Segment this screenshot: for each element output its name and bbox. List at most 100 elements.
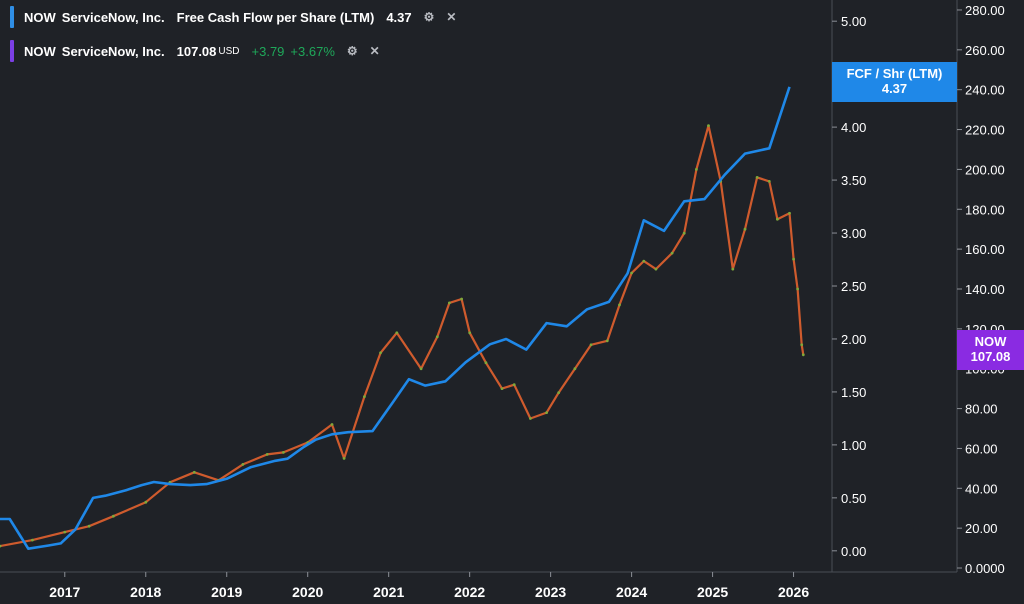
- y-left-tick-label: 2.00: [841, 332, 866, 347]
- price-point: [87, 524, 91, 528]
- y-left-tick-label: 1.50: [841, 385, 866, 400]
- y-right-tick-label: 60.00: [965, 441, 998, 456]
- legend-company: ServiceNow, Inc.: [61, 9, 165, 25]
- price-point: [695, 168, 698, 171]
- price-point: [63, 530, 67, 534]
- price-point: [342, 457, 346, 460]
- price-point: [557, 391, 561, 394]
- y-left-tick-label: 0.50: [841, 491, 866, 506]
- price-point: [330, 423, 334, 426]
- price-point: [545, 411, 548, 414]
- legend-color-bar-price: [10, 40, 14, 62]
- legend-metric: Free Cash Flow per Share (LTM): [176, 9, 375, 25]
- y-left-tick-label: 0.00: [841, 544, 866, 559]
- price-point: [468, 331, 472, 335]
- price-point: [682, 231, 686, 235]
- y-left-tick-label: 1.00: [841, 438, 866, 453]
- y-right-tick-label: 0.0000: [965, 561, 1005, 576]
- price-point: [500, 387, 504, 390]
- price-point: [144, 500, 148, 504]
- price-point: [573, 367, 577, 371]
- x-tick-label: 2020: [292, 584, 323, 600]
- fcf-value-tag: FCF / Shr (LTM) 4.37: [832, 62, 957, 102]
- close-icon[interactable]: ✕: [446, 10, 457, 24]
- x-axis: 2017 2018 2019 2020 2021 2022 2023 2024 2025 2026: [49, 572, 809, 600]
- price-point: [618, 303, 621, 307]
- price-point: [395, 331, 399, 335]
- y-right-tick-label: 180.00: [965, 202, 1005, 217]
- price-point: [282, 451, 285, 454]
- legend-currency: USD: [218, 45, 240, 57]
- legend-ticker: NOW: [24, 9, 56, 25]
- x-tick-label: 2026: [778, 584, 809, 600]
- price-point: [642, 259, 646, 263]
- price-point: [796, 287, 799, 291]
- legend-value: 107.08: [176, 43, 217, 59]
- legend-ticker: NOW: [24, 43, 56, 59]
- price-point: [241, 463, 245, 466]
- legend-row-price[interactable]: NOW ServiceNow, Inc. 107.08 USD +3.79 +3…: [10, 40, 380, 62]
- x-tick-label: 2021: [373, 584, 404, 600]
- x-tick-label: 2025: [697, 584, 728, 600]
- price-point: [755, 176, 759, 179]
- y-right-tick-label: 240.00: [965, 83, 1005, 98]
- y-left-tick-label: 5.00: [841, 14, 866, 29]
- price-point: [801, 353, 805, 357]
- settings-icon[interactable]: ⚙: [423, 10, 435, 24]
- x-tick-label: 2018: [130, 584, 161, 600]
- legend-color-bar-fcf: [10, 6, 14, 28]
- x-tick-label: 2023: [535, 584, 566, 600]
- y-right-tick-label: 140.00: [965, 282, 1005, 297]
- legend-value: 4.37: [386, 9, 412, 25]
- price-point: [767, 180, 771, 183]
- fcf-tag-label: FCF / Shr (LTM): [846, 66, 943, 81]
- close-icon[interactable]: ✕: [369, 44, 380, 58]
- legend-row-fcf[interactable]: NOW ServiceNow, Inc. Free Cash Flow per …: [10, 6, 456, 28]
- y-left-tick-label: 3.00: [841, 226, 866, 241]
- price-point: [800, 343, 804, 347]
- price-point: [265, 453, 269, 456]
- price-point: [512, 383, 516, 387]
- price-tag-value: 107.08: [970, 349, 1011, 364]
- y-right-tick-label: 20.00: [965, 521, 998, 536]
- price-point: [630, 271, 633, 275]
- x-tick-label: 2019: [211, 584, 242, 600]
- legend-change-abs: +3.79: [251, 43, 285, 59]
- price-point: [788, 211, 791, 215]
- price-point: [707, 124, 710, 127]
- price-point: [776, 217, 779, 221]
- price-point: [670, 251, 674, 255]
- price-point: [31, 538, 34, 542]
- settings-icon[interactable]: ⚙: [346, 44, 358, 58]
- x-tick-label: 2022: [454, 584, 485, 600]
- price-point: [0, 544, 2, 548]
- price-point: [731, 267, 735, 271]
- price-point: [379, 351, 382, 355]
- price-point: [112, 514, 115, 518]
- legend-company: ServiceNow, Inc.: [61, 43, 165, 59]
- y-left-tick-label: 2.50: [841, 279, 866, 294]
- y-left-tick-label: 4.00: [841, 120, 866, 135]
- price-point: [484, 361, 488, 365]
- fcf-series: [0, 86, 791, 551]
- y-right-tick-label: 200.00: [965, 162, 1005, 177]
- x-tick-label: 2017: [49, 584, 80, 600]
- x-tick-label: 2024: [616, 584, 647, 600]
- price-point: [743, 227, 747, 231]
- price-point: [419, 367, 423, 371]
- price-point: [363, 395, 366, 398]
- price-point: [792, 257, 795, 261]
- price-point: [460, 297, 463, 301]
- price-point: [605, 339, 609, 343]
- price-tag-label: NOW: [974, 334, 1007, 349]
- y-right-tick-label: 160.00: [965, 242, 1005, 257]
- price-value-tag: NOW 107.08: [957, 330, 1024, 370]
- price-point: [654, 267, 658, 271]
- y-right-tick-label: 280.00: [965, 3, 1005, 18]
- legend-change-pct: +3.67%: [290, 43, 335, 59]
- price-point: [192, 470, 196, 474]
- price-point: [448, 301, 451, 305]
- y-right-tick-label: 40.00: [965, 481, 998, 496]
- fcf-tag-value: 4.37: [881, 81, 908, 96]
